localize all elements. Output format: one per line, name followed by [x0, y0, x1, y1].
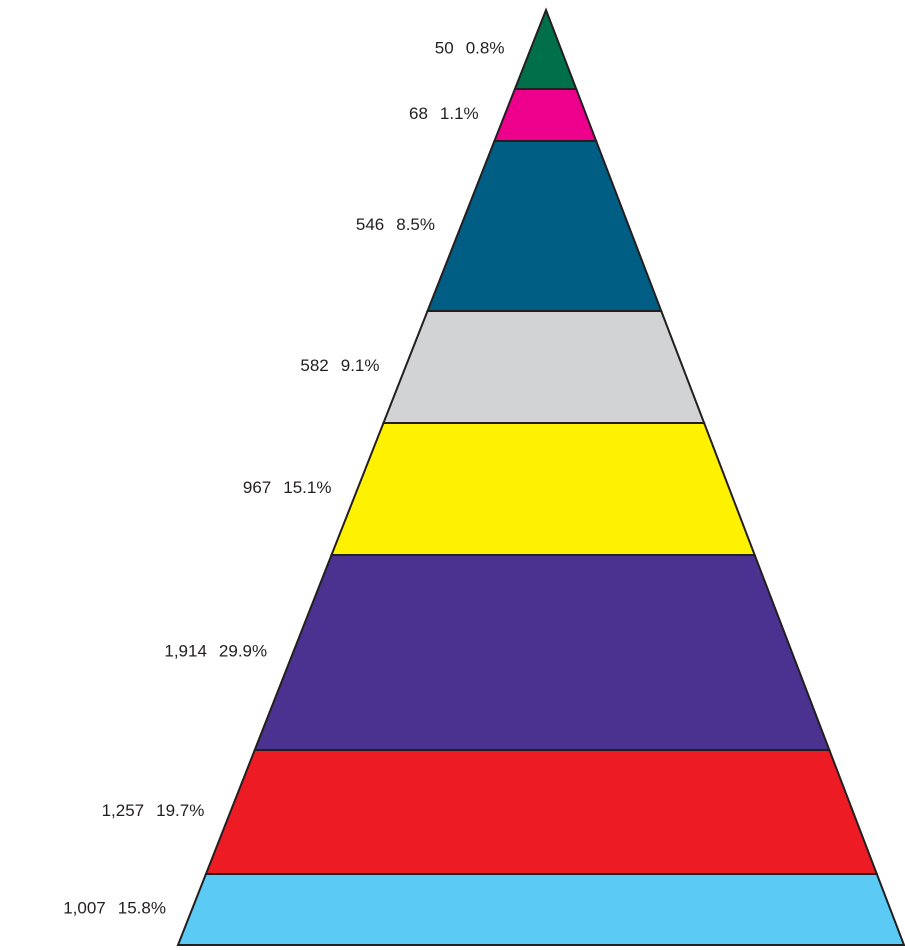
percentage-label: 0.8% — [466, 39, 505, 58]
pyramid-segment — [176, 873, 905, 946]
segment-label: 1,007 15.8% — [63, 899, 166, 918]
pyramid-segment — [330, 422, 757, 556]
value-label: 582 — [300, 356, 328, 375]
value-label: 1,257 — [102, 801, 145, 820]
value-label: 50 — [435, 39, 454, 58]
percentage-label: 1.1% — [440, 104, 479, 123]
percentage-label: 29.9% — [219, 642, 267, 661]
percentage-label: 8.5% — [396, 215, 435, 234]
pyramid-segment — [513, 7, 578, 90]
segment-label: 582 9.1% — [300, 356, 379, 375]
pyramid-segment — [492, 88, 598, 142]
segment-label: 546 8.5% — [356, 215, 435, 234]
value-label: 546 — [356, 215, 384, 234]
percentage-label: 15.1% — [283, 478, 331, 497]
value-label: 967 — [243, 478, 271, 497]
value-label: 68 — [409, 104, 428, 123]
segment-label: 50 0.8% — [435, 39, 505, 58]
segment-label: 68 1.1% — [409, 104, 479, 123]
percentage-label: 9.1% — [341, 356, 380, 375]
pyramid-segment — [381, 310, 706, 424]
pyramid-segment — [426, 140, 663, 312]
pyramid-segment — [204, 749, 879, 875]
segment-label: 967 15.1% — [243, 478, 332, 497]
pyramid-segment — [253, 554, 831, 751]
percentage-label: 19.7% — [156, 801, 204, 820]
value-label: 1,914 — [164, 642, 207, 661]
segment-label: 1,257 19.7% — [102, 801, 205, 820]
percentage-label: 15.8% — [118, 899, 166, 918]
value-label: 1,007 — [63, 899, 106, 918]
segment-label: 1,914 29.9% — [164, 642, 267, 661]
